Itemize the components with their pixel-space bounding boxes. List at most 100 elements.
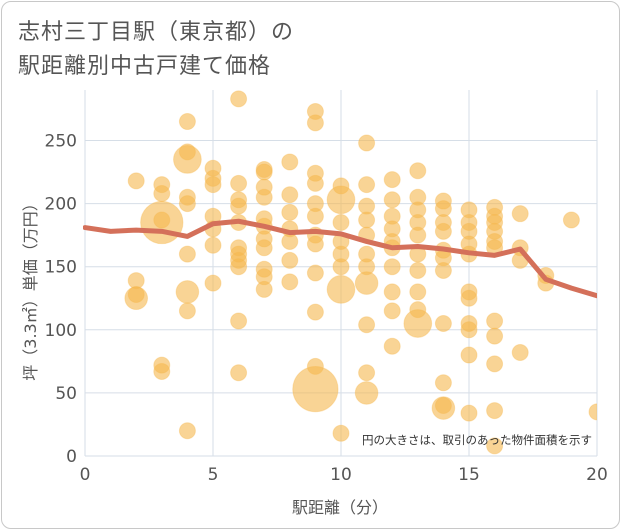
scatter-point [409, 226, 427, 244]
scatter-point [358, 134, 376, 152]
scatter-point [306, 174, 324, 192]
scatter-point [178, 245, 196, 263]
x-axis-label: 駅距離（分） [292, 498, 388, 517]
scatter-point [332, 214, 350, 232]
scatter-point [409, 301, 427, 319]
scatter-point [511, 344, 529, 362]
scatter-point [383, 283, 401, 301]
title-line-1: 志村三丁目駅（東京都）の [18, 20, 295, 45]
scatter-point [281, 232, 299, 250]
scatter-point [409, 162, 427, 180]
scatter-point [332, 424, 350, 442]
scatter-point [358, 176, 376, 194]
scatter-point [281, 273, 299, 291]
scatter-point [383, 302, 401, 320]
trend-line [83, 218, 597, 299]
chart-title: 志村三丁目駅（東京都）の 駅距離別中古戸建て価格 [18, 16, 294, 84]
y-tick-label: 200 [45, 195, 77, 215]
scatter-point [306, 235, 324, 253]
x-tick-label: 20 [586, 465, 608, 485]
scatter-point [204, 274, 222, 292]
scatter-point [230, 364, 248, 382]
scatter-point [562, 211, 580, 229]
scatter-point [434, 314, 452, 332]
scatter-point [460, 321, 478, 339]
scatter-point [588, 403, 597, 421]
scatter-point [358, 364, 376, 382]
scatter-point [306, 207, 324, 225]
scatter-point [332, 258, 350, 276]
scatter-point [434, 374, 452, 392]
scatter-point [434, 222, 452, 240]
scatter-point [358, 211, 376, 229]
scatter-point [255, 188, 273, 206]
scatter-point [383, 171, 401, 189]
scatter-point [178, 113, 196, 131]
y-tick-label: 50 [55, 384, 77, 404]
scatter-point [358, 316, 376, 334]
scatter-point [255, 239, 273, 257]
scatter-point [383, 191, 401, 209]
bubble-layer [124, 90, 597, 455]
scatter-point [281, 153, 299, 171]
scatter-point [306, 114, 324, 132]
scatter-point [178, 302, 196, 320]
size-note: 円の大きさは、取引のあった物件面積を示す [362, 433, 592, 447]
y-axis-label: 坪（3.3㎡）単価（万円） [21, 195, 40, 380]
y-tick-label: 0 [66, 447, 77, 467]
scatter-point [486, 402, 504, 420]
scatter-point [230, 197, 248, 215]
scatter-point [178, 143, 196, 161]
scatter-point [204, 176, 222, 194]
scatter-point [354, 381, 379, 405]
scatter-point [409, 283, 427, 301]
scatter-point [486, 327, 504, 345]
scatter-point [178, 422, 196, 440]
scatter-point [383, 258, 401, 276]
scatter-point [230, 258, 248, 276]
scatter-point [230, 174, 248, 192]
scatter-point [153, 184, 171, 202]
scatter-point [511, 205, 529, 223]
scatter-point [306, 264, 324, 282]
scatter-point [332, 177, 350, 195]
scatter-point [354, 271, 379, 295]
scatter-point [460, 289, 478, 307]
scatter-point [306, 303, 324, 321]
scatter-point [306, 357, 324, 375]
scatter-point [127, 272, 145, 290]
scatter-point [281, 251, 299, 269]
scatter-point [486, 312, 504, 330]
scatter-point [153, 362, 171, 380]
scatter-point [434, 261, 452, 279]
scatter-point [230, 90, 248, 108]
x-tick-label: 15 [458, 465, 480, 485]
scatter-point [486, 355, 504, 373]
scatter-point [460, 346, 478, 364]
y-tick-label: 150 [45, 258, 77, 278]
scatter-point [281, 186, 299, 204]
scatter-point [409, 261, 427, 279]
trend-line-layer [83, 218, 597, 299]
x-tick-label: 10 [330, 465, 352, 485]
scatter-point [281, 203, 299, 221]
y-tick-label: 100 [45, 321, 77, 341]
scatter-point [326, 275, 356, 304]
scatter-point [383, 337, 401, 355]
title-line-2: 駅距離別中古戸建て価格 [18, 54, 272, 79]
scatter-point [153, 211, 171, 229]
scatter-point [460, 404, 478, 422]
x-tick-label: 5 [208, 465, 219, 485]
scatter-point [175, 280, 200, 304]
x-tick-label: 0 [80, 465, 91, 485]
y-tick-label: 250 [45, 131, 77, 151]
scatter-point [230, 312, 248, 330]
scatter-point [255, 163, 273, 181]
scatter-point [255, 280, 273, 298]
scatter-point [486, 437, 504, 455]
scatter-point [431, 396, 456, 420]
scatter-point [127, 172, 145, 190]
scatter-point [178, 195, 196, 213]
